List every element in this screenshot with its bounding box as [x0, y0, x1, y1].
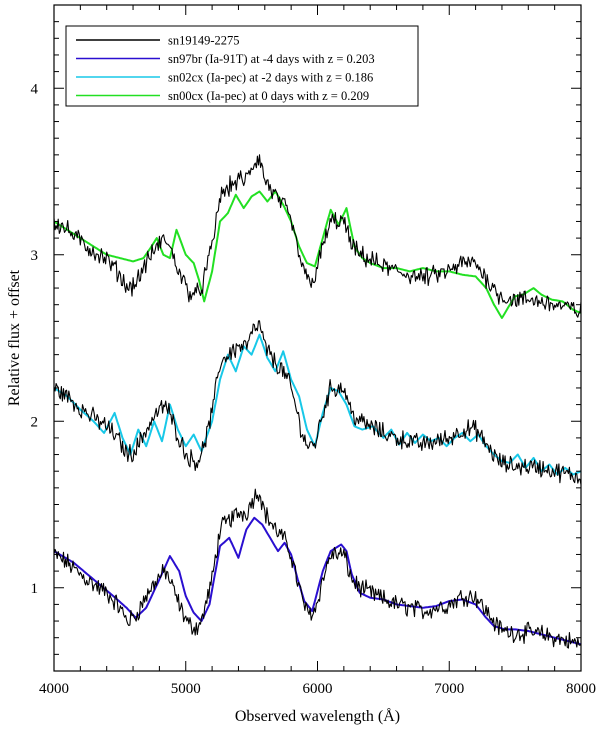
x-axis-label: Observed wavelength (Å) [235, 707, 400, 725]
series-line-3-offset-0 [54, 190, 581, 319]
y-tick-label: 1 [31, 581, 39, 597]
y-tick-label: 4 [31, 81, 39, 97]
legend-label: sn19149-2275 [168, 34, 240, 48]
y-tick-label: 2 [31, 414, 39, 430]
series-line-0-offset-0 [54, 488, 581, 649]
series-line-0-offset-2 [54, 154, 581, 318]
x-tick-label: 4000 [39, 681, 69, 697]
x-tick-label: 5000 [171, 681, 201, 697]
tick-layer: 4000 5000 6000 7000 8000 1 2 3 4 [31, 4, 596, 697]
y-axis-label: Relative flux + offset [6, 269, 23, 406]
legend-label: sn97br (Ia-91T) at -4 days with z = 0.20… [168, 52, 375, 66]
series-line-2-offset-0 [54, 333, 581, 476]
series-line-0-offset-1 [54, 320, 581, 485]
series-line-1-offset-0 [54, 516, 581, 646]
legend-label: sn02cx (Ia-pec) at -2 days with z = 0.18… [168, 71, 373, 85]
x-tick-label: 7000 [434, 681, 464, 697]
y-tick-label: 3 [31, 248, 39, 264]
legend-label: sn00cx (Ia-pec) at 0 days with z = 0.209 [168, 89, 369, 103]
series-layer [54, 154, 581, 649]
x-tick-label: 6000 [303, 681, 333, 697]
x-tick-label: 8000 [566, 681, 596, 697]
legend: sn19149-2275 sn97br (Ia-91T) at -4 days w… [65, 25, 419, 107]
